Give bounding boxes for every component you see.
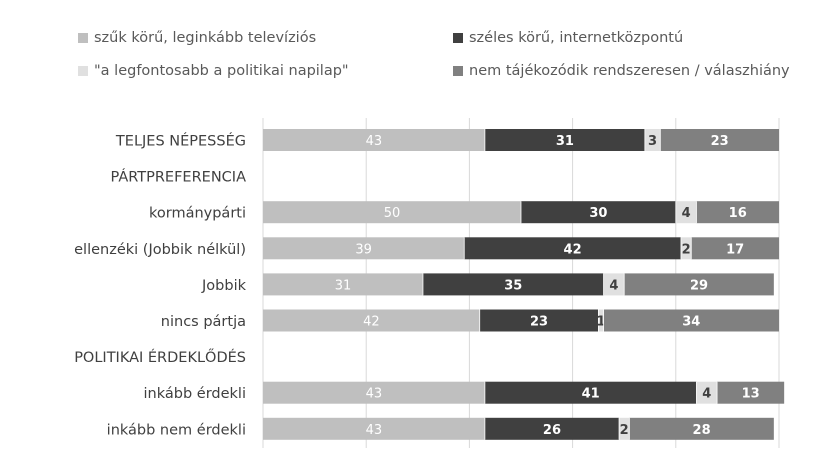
legend-label: "a legfontosabb a politikai napilap" xyxy=(94,63,349,79)
data-label: 42 xyxy=(564,242,582,257)
legend-label: nem tájékozódik rendszeresen / válaszhiá… xyxy=(469,63,790,79)
category-label: inkább érdekli xyxy=(144,386,246,402)
data-label: 43 xyxy=(366,387,383,402)
data-label: 2 xyxy=(682,242,691,257)
data-label: 23 xyxy=(711,134,729,149)
data-label: 3 xyxy=(648,134,657,149)
bar-segment xyxy=(464,237,681,260)
bar-segment xyxy=(521,201,676,224)
category-label: TELJES NÉPESSÉG xyxy=(115,133,246,150)
bar-segment xyxy=(603,273,625,296)
data-label: 4 xyxy=(702,387,711,402)
data-label: 16 xyxy=(729,206,747,221)
bar-segment xyxy=(479,309,599,332)
data-label: 41 xyxy=(582,387,600,402)
data-label: 4 xyxy=(682,206,691,221)
data-label: 43 xyxy=(366,134,383,149)
bar-segment xyxy=(675,201,697,224)
bar-segment xyxy=(263,237,465,260)
bar-segment xyxy=(484,129,645,151)
bar-segment xyxy=(263,309,480,332)
bar-segment xyxy=(598,309,604,332)
legend-label: széles körű, internetközpontú xyxy=(469,30,684,46)
legend-item: széles körű, internetközpontú xyxy=(453,28,683,48)
bar-segment xyxy=(696,381,718,404)
bar-segment xyxy=(263,381,485,404)
data-label: 2 xyxy=(620,423,629,438)
bar-segment xyxy=(696,201,779,224)
data-label: 13 xyxy=(742,387,760,402)
bar-segment xyxy=(422,273,604,296)
data-label: 17 xyxy=(726,242,744,257)
data-label: 1 xyxy=(596,315,605,330)
bar-segment xyxy=(717,381,785,404)
category-label: PÁRTPREFERENCIA xyxy=(111,169,247,186)
legend-swatch xyxy=(78,66,88,76)
data-label: 34 xyxy=(682,315,700,330)
legend-swatch xyxy=(78,33,88,43)
bar-segment xyxy=(644,129,661,151)
data-label: 50 xyxy=(384,206,401,221)
legend-label: szűk körű, leginkább televíziós xyxy=(94,30,317,46)
bar-segment xyxy=(263,273,423,296)
category-label: Jobbik xyxy=(201,278,247,294)
data-label: 31 xyxy=(556,134,574,149)
legend-item: "a legfontosabb a politikai napilap" xyxy=(78,61,349,81)
bar-segment xyxy=(263,417,485,440)
legend-item: nem tájékozódik rendszeresen / válaszhiá… xyxy=(453,61,790,81)
category-label: kormánypárti xyxy=(149,206,246,222)
data-label: 35 xyxy=(504,278,522,293)
data-label: 26 xyxy=(543,423,561,438)
category-label: ellenzéki (Jobbik nélkül) xyxy=(74,242,246,258)
legend-item: szűk körű, leginkább televíziós xyxy=(78,28,316,48)
bar-segment xyxy=(624,273,774,296)
bar-segment xyxy=(484,381,697,404)
data-label: 39 xyxy=(355,242,372,257)
data-label: 4 xyxy=(609,278,618,293)
legend-swatch xyxy=(453,66,463,76)
category-label: nincs pártja xyxy=(161,314,246,330)
data-label: 43 xyxy=(366,423,383,438)
bar-segment xyxy=(691,237,779,260)
bar-segment xyxy=(660,129,779,151)
data-label: 23 xyxy=(530,315,548,330)
category-label: inkább nem érdekli xyxy=(107,422,246,438)
data-label: 28 xyxy=(693,423,711,438)
data-label: 31 xyxy=(335,278,352,293)
bar-segment xyxy=(263,201,521,224)
bar-segment xyxy=(484,417,620,440)
data-label: 30 xyxy=(589,206,607,221)
legend-swatch xyxy=(453,33,463,43)
bar-segment xyxy=(263,129,485,151)
bar-segment xyxy=(619,417,630,440)
bar-segment xyxy=(603,309,779,332)
bar-segment xyxy=(629,417,774,440)
category-label: POLITIKAI ÉRDEKLŐDÉS xyxy=(74,348,246,366)
bar-segment xyxy=(680,237,692,260)
data-label: 29 xyxy=(690,278,708,293)
data-label: 42 xyxy=(363,315,380,330)
